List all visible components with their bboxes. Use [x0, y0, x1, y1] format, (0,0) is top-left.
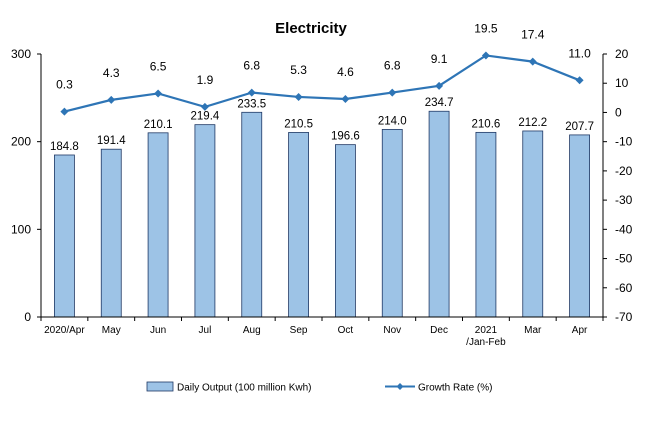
growth-rate-label: 9.1	[431, 52, 448, 66]
growth-rate-point	[435, 81, 444, 90]
right-tick-label: -60	[615, 281, 633, 295]
growth-rate-label: 4.3	[103, 66, 120, 80]
bar	[569, 134, 590, 318]
growth-rate-label: 6.5	[150, 59, 167, 73]
growth-rate-point	[481, 51, 490, 60]
right-tick-label: -20	[615, 164, 633, 178]
growth-rate-label: 5.3	[290, 63, 307, 77]
left-tick-label: 300	[11, 47, 31, 61]
x-tick-label: Mar	[524, 325, 542, 336]
growth-rate-point	[388, 88, 397, 97]
growth-rate-point	[341, 95, 350, 104]
chart-title: Electricity	[275, 20, 347, 37]
growth-rate-label: 11.0	[568, 46, 591, 60]
growth-rate-label: 4.6	[337, 65, 354, 79]
x-tick-label: May	[102, 325, 121, 336]
bar-value-label: 234.7	[425, 97, 454, 109]
bar-value-label: 210.5	[284, 118, 313, 130]
x-tick-label: Dec	[430, 325, 448, 336]
growth-rate-label: 6.8	[384, 59, 401, 73]
bar-value-label: 233.5	[237, 98, 266, 110]
growth-rate-line	[64, 54, 580, 113]
growth-rate-label: 1.9	[197, 73, 214, 87]
x-tick-label: 2021	[475, 325, 498, 336]
legend-line-marker	[396, 383, 404, 390]
x-tick-label: Jul	[199, 325, 212, 336]
growth-rate-point	[575, 76, 584, 85]
growth-rate-label: 0.3	[56, 78, 73, 92]
right-tick-label: -30	[615, 193, 633, 207]
bar	[54, 154, 75, 318]
right-tick-label: 10	[615, 76, 629, 90]
right-tick-label: -70	[615, 310, 633, 324]
bar-value-label: 219.4	[191, 111, 220, 123]
bar-value-label: 196.6	[331, 131, 360, 143]
growth-rate-point	[60, 107, 69, 116]
x-tick-label: Sep	[290, 325, 308, 336]
bar	[100, 148, 122, 318]
bar	[194, 124, 216, 318]
bar	[428, 110, 450, 318]
legend-bar-swatch	[146, 381, 174, 392]
left-tick-label: 100	[11, 222, 31, 236]
growth-rate-label: 17.4	[521, 28, 545, 42]
bar	[288, 132, 309, 318]
bar	[147, 132, 169, 318]
bar-value-label: 214.0	[378, 115, 407, 127]
right-tick-label: 0	[615, 105, 622, 119]
x-tick-label: 2020/Apr	[44, 325, 85, 336]
right-tick-label: -50	[615, 252, 633, 266]
growth-rate-point	[154, 89, 163, 98]
bar	[381, 128, 403, 318]
right-tick-label: 20	[615, 47, 629, 61]
legend-line-label: Growth Rate (%)	[418, 383, 492, 394]
growth-rate-point	[247, 88, 256, 97]
growth-rate-label: 6.8	[243, 59, 260, 73]
bar-value-label: 210.1	[144, 119, 173, 131]
right-tick-label: -10	[615, 135, 633, 149]
bar-value-label: 191.4	[97, 135, 126, 147]
bar	[335, 144, 356, 318]
x-tick-label: Oct	[338, 325, 354, 336]
bar-value-label: 212.2	[518, 117, 547, 129]
growth-rate-point	[200, 102, 209, 111]
bar-value-label: 210.6	[472, 118, 501, 130]
growth-rate-point	[294, 92, 303, 101]
x-tick-label: Nov	[383, 325, 401, 336]
bar-value-label: 184.8	[50, 141, 79, 153]
legend-bar-label: Daily Output (100 million Kwh)	[177, 383, 312, 394]
x-tick-label-line2: /Jan-Feb	[466, 337, 506, 348]
growth-rate-label: 19.5	[474, 21, 498, 35]
bar	[522, 130, 544, 318]
bar-value-label: 207.7	[565, 121, 594, 133]
bar	[475, 131, 497, 318]
left-tick-label: 0	[24, 310, 31, 324]
left-tick-label: 200	[11, 135, 31, 149]
x-tick-label: Jun	[150, 325, 166, 336]
growth-rate-point	[528, 57, 537, 66]
x-tick-label: Apr	[572, 325, 588, 336]
growth-rate-point	[107, 95, 116, 104]
right-tick-label: -40	[615, 222, 633, 236]
bar	[241, 111, 263, 318]
x-tick-label: Aug	[243, 325, 261, 336]
